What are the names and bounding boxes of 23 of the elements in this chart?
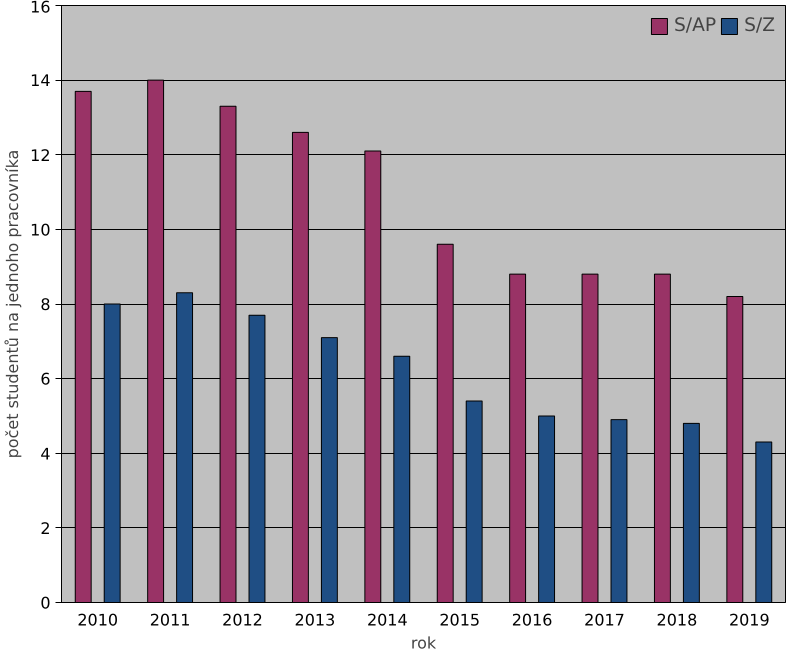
y-axis-title: počet studentů na jednoho pracovníka — [3, 150, 22, 458]
y-tick-label: 16 — [30, 0, 50, 16]
x-tick-label: 2017 — [584, 610, 625, 630]
y-tick-label: 10 — [30, 220, 50, 240]
legend-label: S/AP — [674, 15, 716, 36]
x-tick-label: 2018 — [656, 610, 698, 630]
y-tick-label: 8 — [40, 295, 51, 314]
legend-label: S/Z — [744, 15, 775, 36]
x-tick-label: 2015 — [439, 610, 480, 630]
y-tick-label: 6 — [40, 370, 51, 389]
x-axis-title: rok — [410, 634, 437, 652]
x-tick-label: 2016 — [512, 610, 552, 630]
y-tick-label: 2 — [40, 518, 51, 538]
x-tick-label: 2010 — [77, 610, 118, 630]
x-tick-label: 2011 — [150, 610, 190, 630]
x-tick-label: 2013 — [294, 610, 336, 630]
y-tick-label: 12 — [30, 146, 50, 165]
y-tick-label: 4 — [40, 444, 51, 464]
x-tick-label: 2019 — [728, 610, 770, 630]
y-tick-label: 14 — [30, 71, 50, 90]
y-tick-label: 0 — [40, 594, 51, 612]
x-tick-label: 2014 — [366, 610, 408, 630]
x-tick-label: 2012 — [222, 610, 263, 630]
